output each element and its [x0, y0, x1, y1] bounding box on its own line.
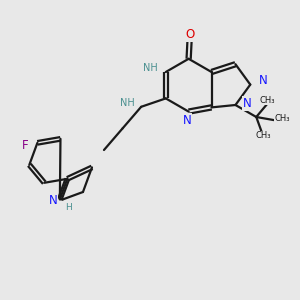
Text: CH₃: CH₃	[255, 131, 271, 140]
Text: O: O	[185, 28, 194, 41]
Text: CH₃: CH₃	[260, 96, 275, 105]
Text: N: N	[48, 194, 57, 208]
Text: H: H	[65, 203, 72, 212]
Text: F: F	[22, 139, 28, 152]
Text: NH: NH	[142, 63, 158, 74]
Text: N: N	[243, 97, 252, 110]
Text: NH: NH	[120, 98, 135, 108]
Text: N: N	[183, 113, 191, 127]
Text: CH₃: CH₃	[275, 114, 290, 123]
Text: N: N	[259, 74, 267, 88]
